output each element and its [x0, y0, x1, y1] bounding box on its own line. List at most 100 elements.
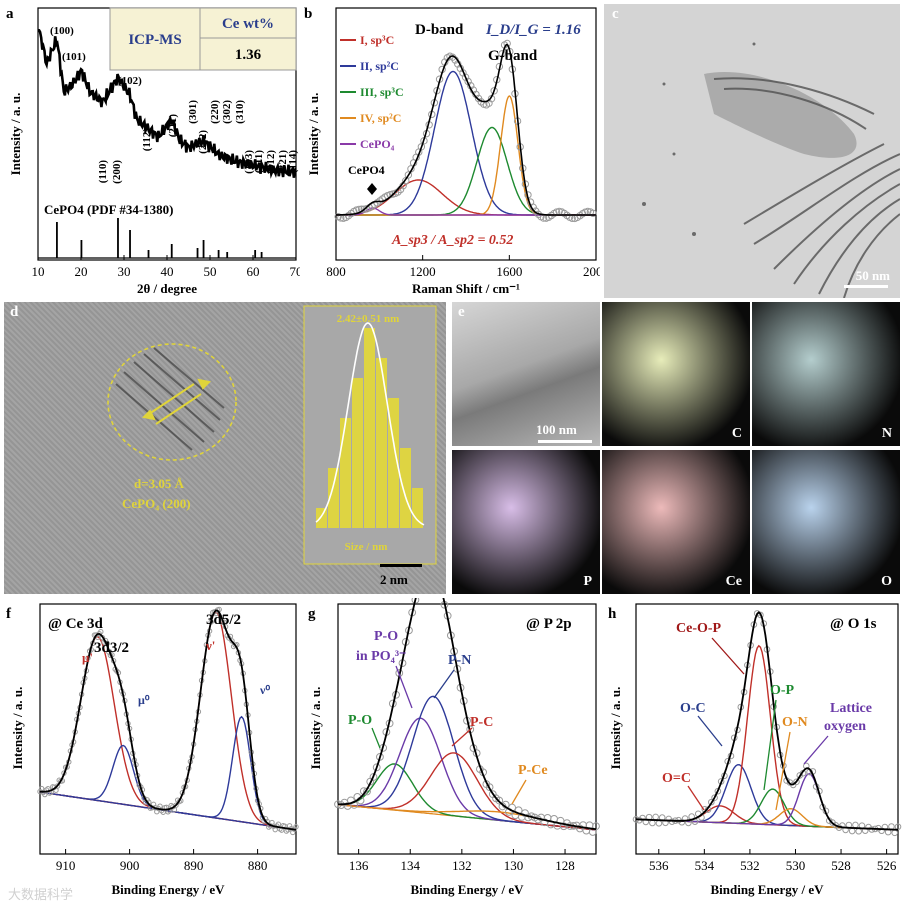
legend-label: I, sp³C — [360, 33, 394, 47]
fit-component — [337, 717, 597, 831]
legend-label: II, sp²C — [360, 59, 399, 73]
ceop-label: Ce-O-P — [676, 621, 722, 636]
element-tag: @ P 2p — [526, 616, 572, 632]
eds-map-label: O — [881, 574, 892, 589]
x-tick-label: 890 — [184, 858, 204, 873]
eds-map-o: O — [752, 450, 900, 594]
data-point — [878, 827, 885, 835]
x-tick-label: 134 — [400, 858, 420, 873]
nu-prime-label: ν' — [205, 638, 215, 653]
panel-d-hrtem: d=3.05 Å CePO₄ (200) 2.42±0.51 nm Size /… — [4, 302, 446, 594]
ceop-arrow — [711, 637, 745, 675]
plot-frame — [39, 603, 297, 855]
fit-component — [635, 644, 899, 831]
pn-arrow — [433, 669, 455, 699]
icp-table: ICP-MS Ce wt% 1.36 — [109, 7, 297, 71]
panel-h-o1s: h 536 534 532 530 528 526 @ O 1s Ce-O-P O-C O… — [608, 603, 902, 897]
data-point — [490, 87, 498, 95]
fit-sum — [337, 598, 597, 831]
lattice-arrows — [141, 378, 212, 425]
icp-header: ICP-MS — [128, 32, 181, 48]
y-axis-title: Intensity / a. u. — [10, 687, 25, 770]
data-point — [503, 39, 511, 48]
lattice-spacing: d=3.05 Å — [134, 476, 185, 491]
pc-arrow — [451, 727, 473, 747]
element-tag: @ Ce 3d — [48, 616, 103, 632]
lattice-plane: CePO₄ (200) — [122, 496, 191, 511]
x-tick-label: 1200 — [410, 264, 436, 279]
panel-label-g: g — [308, 606, 316, 622]
peak-label: (110) — [97, 160, 109, 184]
panel-label-h: h — [608, 606, 617, 622]
peak-label: (312) — [265, 150, 277, 174]
peak-label: (114) — [287, 150, 299, 174]
lattice-label-1: Lattice — [830, 701, 872, 716]
peak-label: (102) — [118, 75, 142, 87]
x-axis-title: Raman Shift / cm⁻¹ — [412, 281, 520, 296]
data-point — [888, 823, 895, 830]
cepo4-marker-label: CePO4 — [348, 163, 385, 177]
scale-bar — [538, 440, 592, 443]
panel-a-xrd: a 10 20 30 40 50 60 70 CePO4 (PDF #34-1380) IC… — [6, 6, 300, 296]
legend-label: CePO₄ — [360, 137, 395, 151]
po-label: P-O — [348, 713, 372, 728]
data-point — [173, 802, 179, 808]
data-point — [360, 205, 368, 213]
y-axis-title: Intensity / a. u. — [608, 687, 623, 770]
op-arrow — [763, 699, 777, 791]
data-point — [711, 794, 718, 802]
data-point — [369, 773, 378, 781]
histogram-bar — [352, 378, 363, 528]
x-tick-label: 60 — [247, 264, 260, 279]
nanocrystal-outline — [107, 343, 237, 461]
y-axis-title: Intensity / a. u. — [308, 687, 323, 770]
x-axis-title: Binding Energy / eV — [410, 882, 524, 897]
peak-label: (212) — [197, 130, 209, 154]
x-tick-label: 40 — [161, 264, 174, 279]
histogram-bar — [412, 488, 423, 528]
data-point — [639, 814, 646, 822]
panel-f-ce3d: f 910 900 890 880 @ Ce 3d 3d3/2 3d5/2 μ' μ⁰… — [6, 603, 299, 897]
data-point — [796, 772, 804, 779]
gaussian-fit — [315, 322, 425, 526]
x-tick-label: 530 — [786, 858, 806, 873]
mu-prime-label: μ' — [82, 650, 93, 665]
y-axis-title: Intensity / a. u. — [8, 93, 23, 176]
oc-arrow — [697, 715, 723, 747]
peak-label: (101) — [62, 51, 86, 63]
panel-b-raman: b 800 1200 1600 2000 I, sp³C II, sp²C III, sp… — [304, 6, 600, 296]
x-tick-label: 50 — [204, 264, 217, 279]
cewt-header: Ce wt% — [222, 16, 274, 32]
data-point — [417, 143, 426, 151]
data-point — [404, 171, 413, 179]
3d32-label: 3d3/2 — [94, 640, 129, 656]
eds-map-label: P — [583, 574, 592, 589]
x-tick-label: 900 — [120, 858, 140, 873]
fit-sum — [336, 43, 596, 216]
po4-arrow — [395, 665, 413, 709]
x-axis-title: Binding Energy / eV — [710, 882, 824, 897]
data-point — [891, 829, 899, 837]
g-band-label: G-band — [488, 48, 538, 64]
peak-label: (311) — [253, 150, 265, 174]
nu0-label: ν⁰ — [259, 683, 270, 697]
x-axis-title: Binding Energy / eV — [111, 882, 225, 897]
x-axis-title: 2θ / degree — [137, 281, 197, 296]
eds-map-label: C — [731, 426, 742, 441]
peak-label: (100) — [50, 25, 74, 37]
pce-label: P-Ce — [518, 763, 548, 778]
y-axis-title: Intensity / a. u. — [306, 93, 321, 176]
oc-double-label: O=C — [662, 771, 691, 786]
eds-map-n: N — [752, 302, 900, 446]
scale-bar-label: 2 nm — [380, 572, 408, 587]
data-point — [54, 783, 61, 789]
po4-label-1: P-O — [374, 629, 398, 644]
data-point — [589, 209, 597, 217]
reference-label: CePO4 (PDF #34-1380) — [44, 202, 174, 217]
fit-sum — [635, 611, 899, 831]
x-tick-label: 128 — [555, 858, 575, 873]
data-point — [839, 822, 846, 829]
panel-c-tem: c 50 nm — [604, 4, 900, 298]
3d52-label: 3d5/2 — [206, 612, 241, 628]
peak-label: (321) — [277, 150, 289, 174]
